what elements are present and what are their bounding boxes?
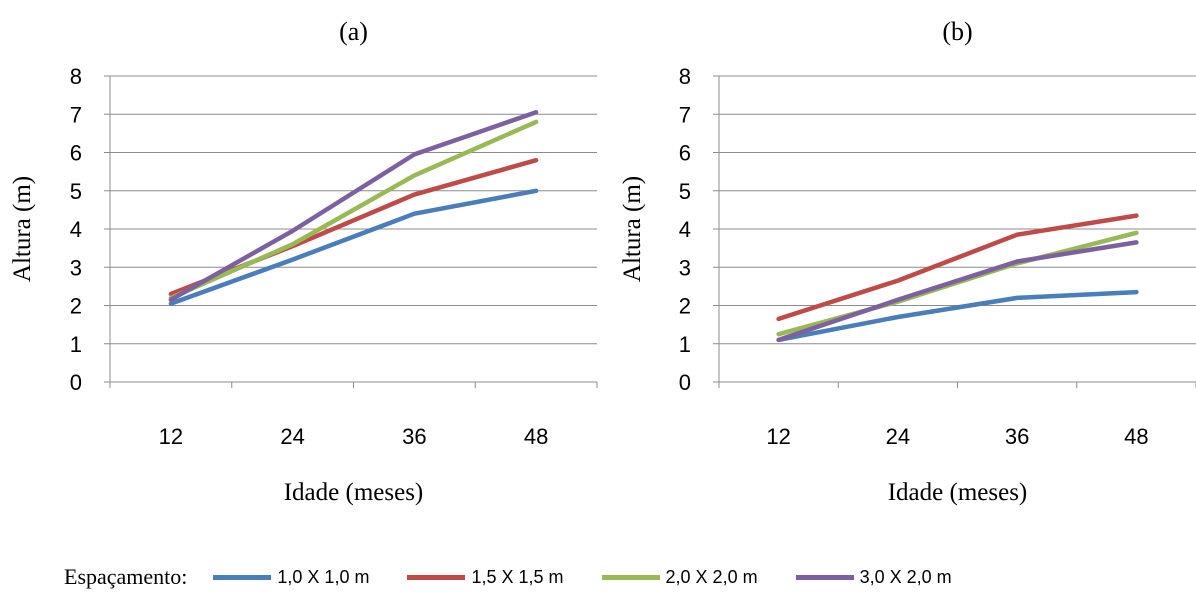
panel-a-title: (a)	[339, 17, 368, 46]
legend-label-3: 2,0 X 2,0 m	[665, 566, 758, 587]
panel-a-ytick-label: 6	[70, 141, 82, 166]
legend-swatch-2	[407, 574, 466, 580]
legend-swatch-4	[795, 574, 854, 580]
panel-a-ytick-label: 5	[70, 179, 82, 204]
panel-b-series-line-3	[776, 230, 1139, 337]
panel-a-xtick-label: 24	[280, 424, 304, 449]
panel-b-ylabel: Altura (m)	[619, 176, 646, 282]
panel-b-series-line-1	[776, 289, 1139, 343]
panel-b-xtick-label: 36	[1005, 424, 1029, 449]
panel-b-series-line-2	[776, 213, 1139, 322]
panel-a-ytick-label: 0	[70, 370, 82, 395]
panel-b-xtick-label: 24	[886, 424, 910, 449]
panel-a-xtick-label: 48	[524, 424, 548, 449]
legend-swatch-1	[213, 574, 272, 580]
legend-prefix: Espaçamento:	[64, 564, 188, 589]
panel-b-ytick-label: 2	[679, 294, 691, 319]
panel-b-xtick-label: 12	[766, 424, 790, 449]
panel-a-series-line-4	[168, 110, 539, 303]
legend-item-2: 1,5 X 1,5 m	[407, 566, 564, 588]
panel-b-ytick-label: 8	[679, 64, 691, 89]
legend-item-3: 2,0 X 2,0 m	[601, 566, 758, 588]
legend-label-2: 1,5 X 1,5 m	[471, 566, 564, 587]
panel-b-series-line-4	[776, 240, 1139, 343]
panel-a-ytick-label: 8	[70, 64, 82, 89]
panel-b-xtick-label: 48	[1124, 424, 1148, 449]
panel-b-title: (b)	[942, 17, 972, 46]
panel-b-ytick-label: 4	[679, 217, 691, 242]
panel-a-xtick-label: 36	[402, 424, 426, 449]
panel-a-ytick-label: 2	[70, 294, 82, 319]
panel-b-ytick-label: 7	[679, 102, 691, 127]
panel-b-ytick-label: 1	[679, 332, 691, 357]
panel-b-ytick-label: 6	[679, 141, 691, 166]
panel-a-series-line-1	[168, 188, 539, 306]
panel-a-ytick-label: 3	[70, 255, 82, 280]
legend: Espaçamento: 1,0 X 1,0 m 1,5 X 1,5 m 2,0…	[64, 562, 990, 592]
legend-item-4: 3,0 X 2,0 m	[795, 566, 952, 588]
panel-b-ytick-label: 0	[679, 370, 691, 395]
legend-label-4: 3,0 X 2,0 m	[859, 566, 952, 587]
panel-a-xtick-label: 12	[159, 424, 183, 449]
legend-swatch-3	[601, 574, 660, 580]
panel-b-ytick-label: 5	[679, 179, 691, 204]
panel-a-ytick-label: 1	[70, 332, 82, 357]
panel-a-xlabel: Idade (meses)	[284, 479, 424, 506]
panel-a-ytick-label: 4	[70, 217, 82, 242]
panel-b-ytick-label: 3	[679, 255, 691, 280]
panel-b-xlabel: Idade (meses)	[888, 479, 1028, 506]
legend-label-1: 1,0 X 1,0 m	[277, 566, 370, 587]
panel-a-ytick-label: 7	[70, 102, 82, 127]
panel-a-series-line-3	[168, 119, 539, 301]
panel-a-ylabel: Altura (m)	[9, 176, 36, 282]
legend-item-1: 1,0 X 1,0 m	[213, 567, 369, 588]
